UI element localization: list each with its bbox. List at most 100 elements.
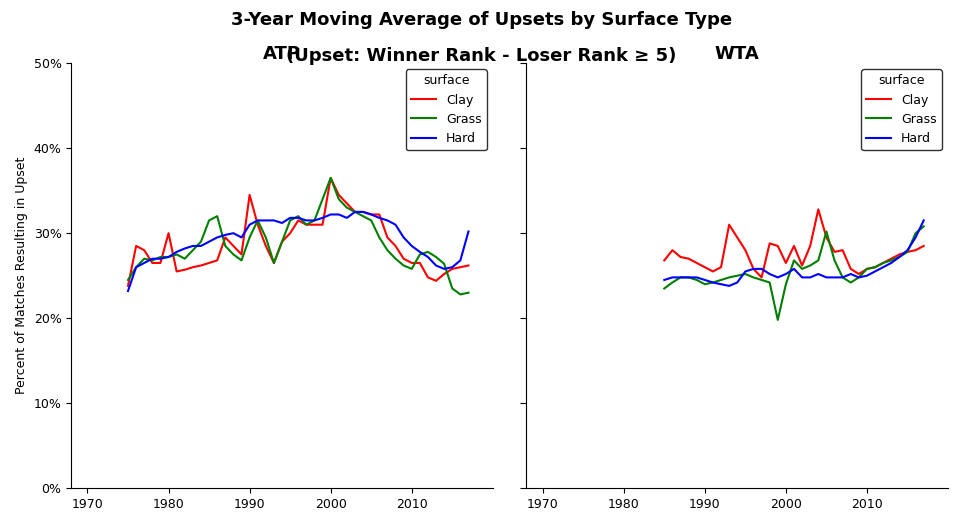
Grass (203, 217, 215, 224)
Hard (357, 209, 369, 215)
Hard (699, 277, 711, 283)
Hard (365, 211, 377, 218)
Hard (300, 217, 312, 224)
Hard (341, 215, 352, 221)
Hard (390, 221, 402, 228)
Hard (350, 209, 361, 215)
Grass (276, 238, 288, 245)
Grass (877, 260, 889, 266)
Hard (422, 254, 433, 260)
Hard (886, 260, 898, 266)
Hard (260, 217, 272, 224)
Clay (325, 175, 336, 181)
Grass (675, 274, 687, 280)
Clay (122, 283, 134, 289)
Clay (406, 260, 418, 266)
Hard (772, 274, 784, 280)
Clay (284, 230, 296, 236)
Grass (764, 279, 775, 286)
Text: (Upset: Winner Rank - Loser Rank ≥ 5): (Upset: Winner Rank - Loser Rank ≥ 5) (286, 47, 677, 65)
Hard (870, 268, 881, 275)
Hard (293, 215, 304, 221)
Clay (804, 243, 816, 249)
Hard (820, 274, 832, 280)
Clay (788, 243, 799, 249)
Grass (723, 274, 735, 280)
Clay (870, 264, 881, 270)
Text: 3-Year Moving Average of Upsets by Surface Type: 3-Year Moving Average of Upsets by Surfa… (231, 11, 732, 28)
Clay (796, 262, 808, 269)
Grass (146, 257, 158, 264)
Grass (365, 217, 377, 224)
Grass (252, 217, 264, 224)
Clay (195, 262, 207, 269)
Hard (333, 211, 345, 218)
Grass (357, 213, 369, 219)
Hard (203, 238, 215, 245)
Grass (350, 209, 361, 215)
Clay (447, 266, 458, 272)
Hard (732, 279, 743, 286)
Grass (170, 251, 182, 258)
Grass (804, 262, 816, 269)
Grass (244, 234, 255, 240)
Grass (699, 281, 711, 287)
Hard (163, 254, 174, 260)
Clay (861, 266, 872, 272)
Grass (227, 251, 239, 258)
Hard (877, 264, 889, 270)
Clay (300, 221, 312, 228)
Grass (837, 274, 848, 280)
Clay (398, 256, 409, 262)
Grass (212, 213, 223, 219)
Clay (317, 221, 328, 228)
Hard (309, 217, 321, 224)
Clay (675, 254, 687, 260)
Hard (252, 217, 264, 224)
Hard (414, 249, 426, 255)
Grass (910, 230, 922, 236)
Clay (187, 264, 198, 270)
Clay (333, 192, 345, 198)
Hard (276, 220, 288, 226)
Clay (252, 221, 264, 228)
Clay (707, 268, 718, 275)
Clay (894, 251, 905, 258)
Hard (195, 243, 207, 249)
Grass (716, 277, 727, 283)
Grass (381, 247, 393, 254)
Line: Hard: Hard (128, 212, 468, 291)
Grass (853, 274, 865, 280)
Grass (772, 317, 784, 323)
Clay (146, 260, 158, 266)
Hard (829, 274, 841, 280)
Clay (886, 256, 898, 262)
Clay (268, 260, 279, 266)
Grass (861, 266, 872, 272)
Clay (699, 264, 711, 270)
Clay (139, 247, 150, 254)
Clay (203, 260, 215, 266)
Hard (910, 234, 922, 240)
Grass (780, 281, 792, 287)
Legend: Clay, Grass, Hard: Clay, Grass, Hard (861, 69, 942, 150)
Grass (918, 223, 929, 229)
Clay (163, 230, 174, 236)
Hard (845, 271, 856, 277)
Hard (406, 243, 418, 249)
Grass (820, 228, 832, 235)
Grass (260, 234, 272, 240)
Clay (853, 271, 865, 277)
Clay (845, 266, 856, 272)
Grass (707, 279, 718, 286)
Hard (438, 266, 450, 272)
Grass (195, 238, 207, 245)
Title: WTA: WTA (715, 45, 760, 63)
Clay (155, 260, 167, 266)
Grass (406, 266, 418, 272)
Grass (130, 264, 142, 270)
Grass (284, 217, 296, 224)
Clay (877, 260, 889, 266)
Clay (764, 240, 775, 247)
Grass (747, 274, 759, 280)
